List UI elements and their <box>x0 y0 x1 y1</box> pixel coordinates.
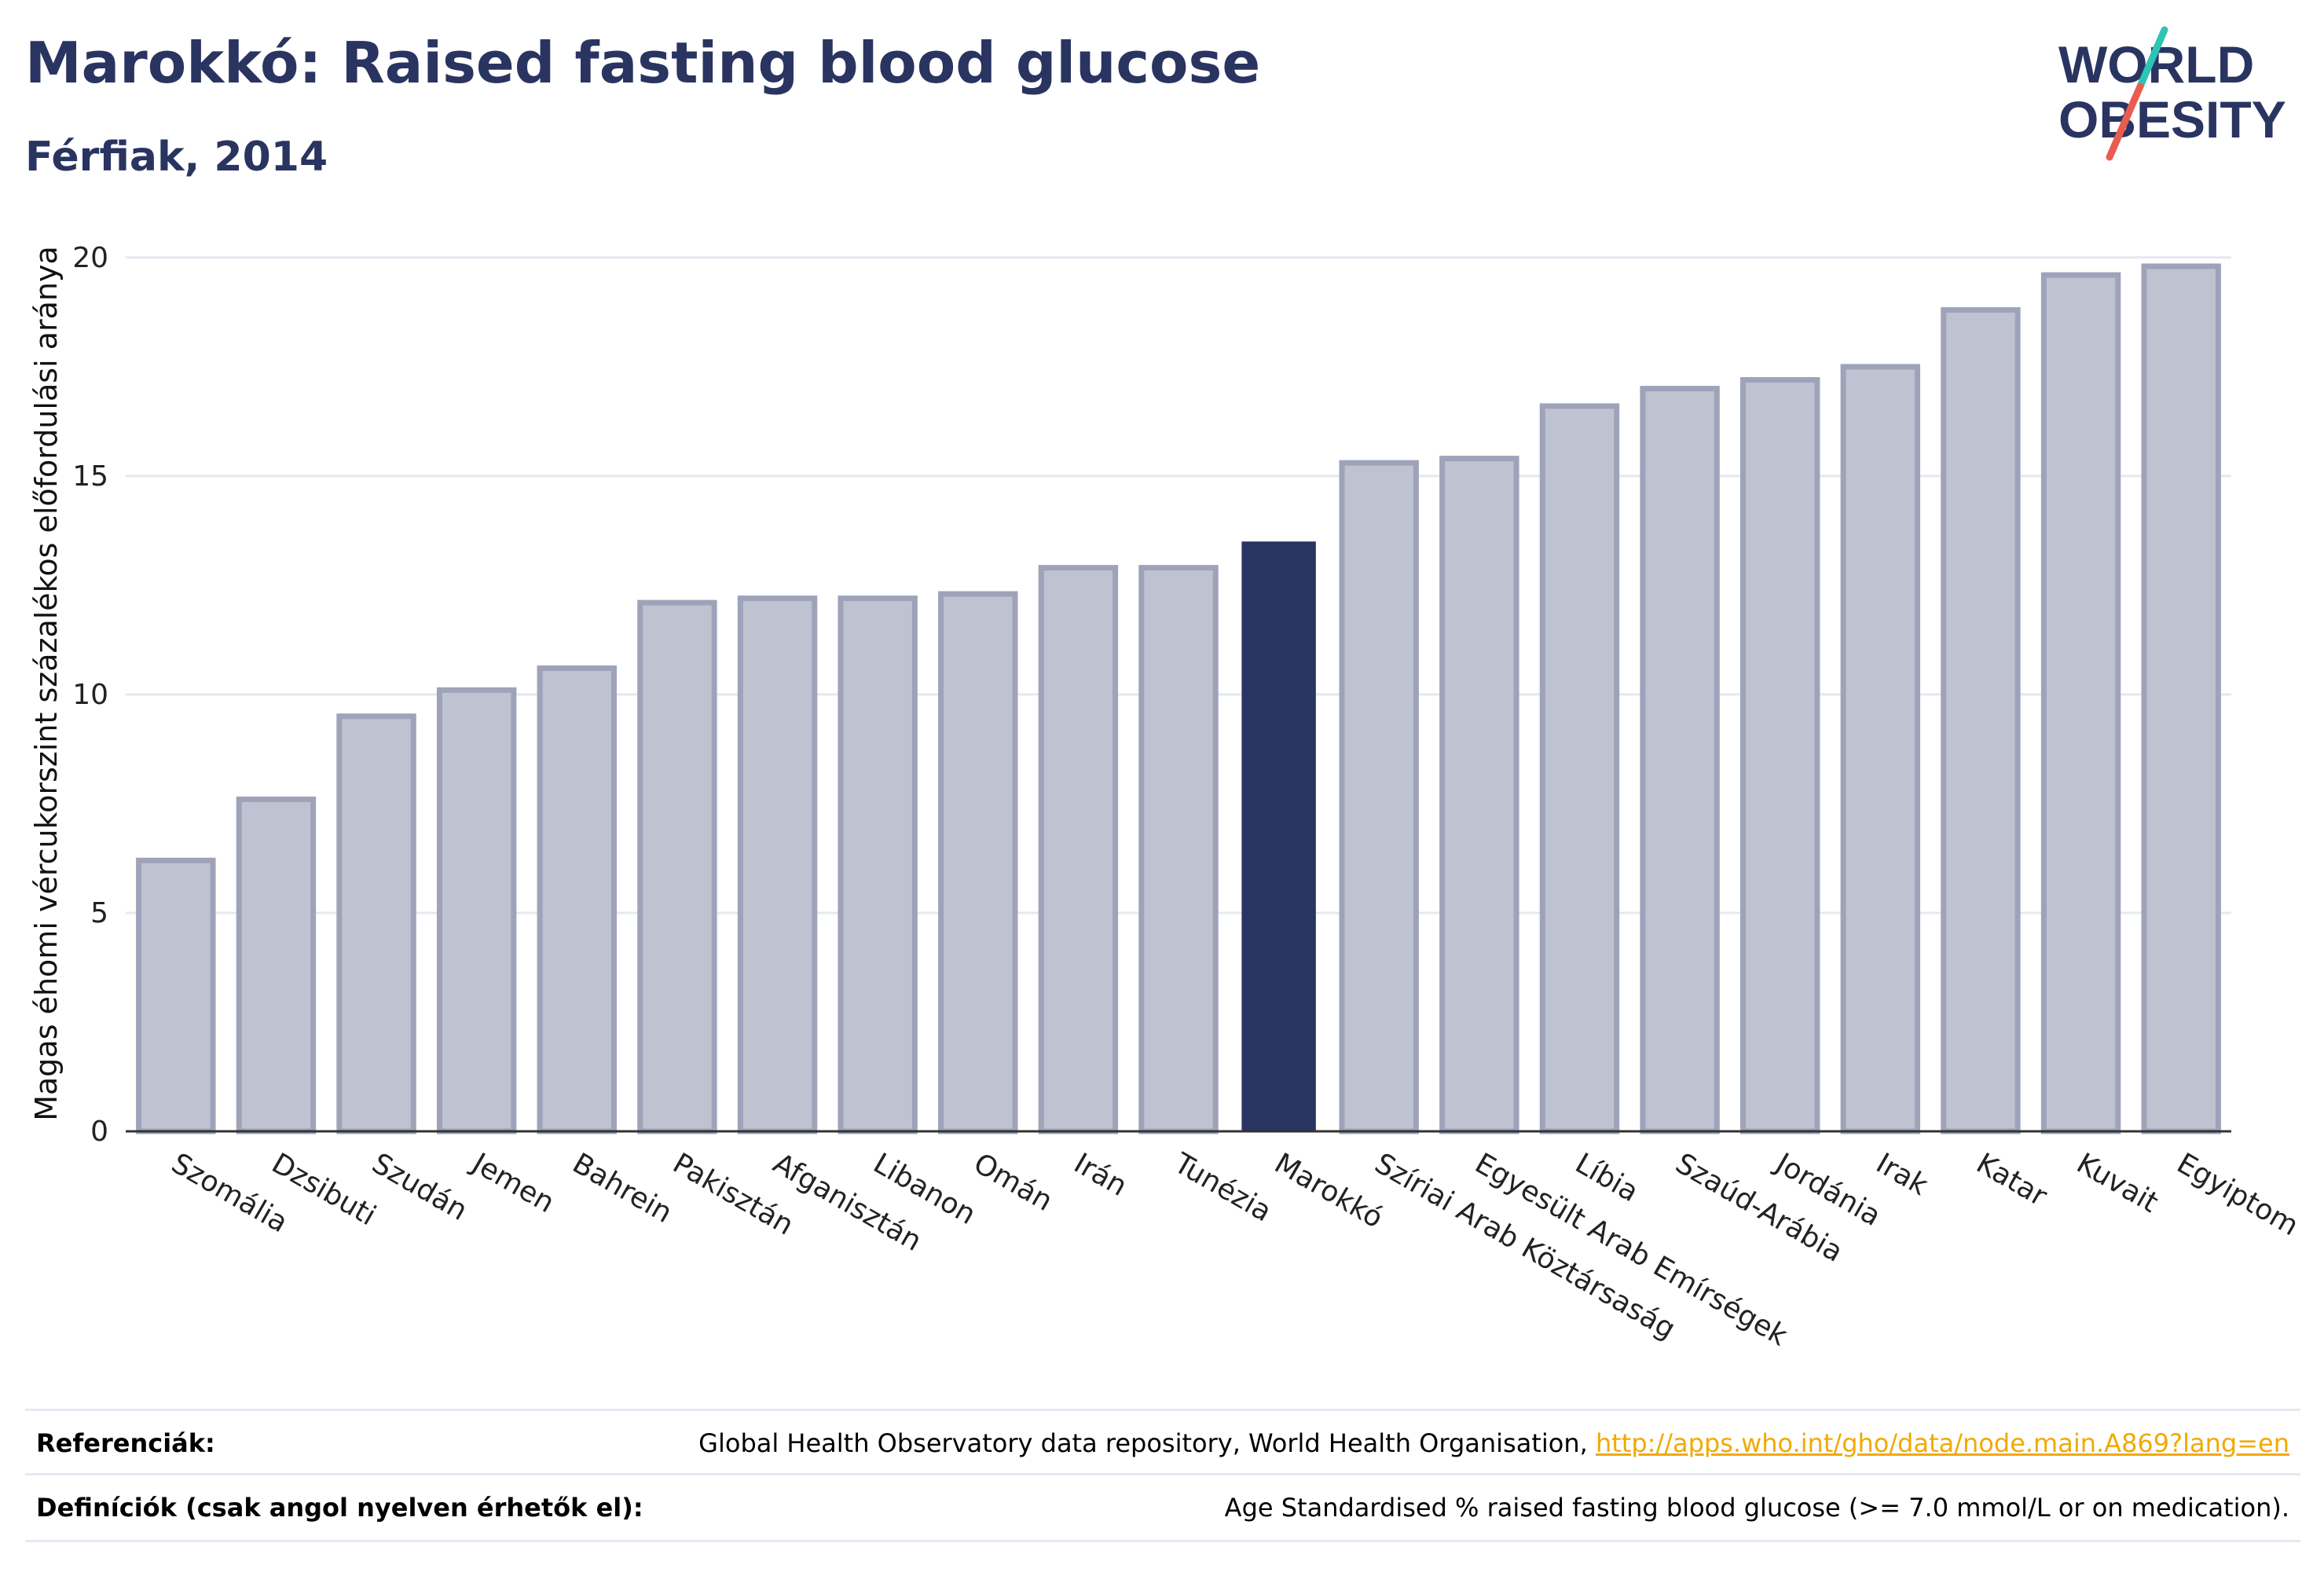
logo-line2: OBESITY <box>2058 90 2286 148</box>
x-tick-label: Szudán <box>367 1147 473 1227</box>
footer-references-row: Referenciák: Global Health Observatory d… <box>25 1409 2300 1475</box>
bar <box>1339 460 1419 1134</box>
logo-slash-teal <box>2136 26 2168 90</box>
bar <box>1640 386 1720 1134</box>
bar <box>737 596 818 1134</box>
x-tick-label: Líbia <box>1570 1147 1644 1208</box>
x-tick-label: Tunézia <box>1168 1147 1277 1229</box>
bar <box>1038 565 1119 1134</box>
y-tick-label: 15 <box>72 460 108 493</box>
chart-subtitle: Férfiak, 2014 <box>25 134 328 181</box>
bar <box>436 687 517 1134</box>
bar <box>236 796 317 1134</box>
bar <box>1241 541 1316 1131</box>
logo-slash-red <box>2106 82 2144 161</box>
bar <box>537 665 618 1134</box>
world-obesity-logo: WORLD OBESITY <box>2058 26 2286 161</box>
references-label: Referenciák: <box>36 1428 215 1458</box>
x-tick-label: Irán <box>1069 1147 1132 1203</box>
x-tick-label: Katar <box>1970 1147 2052 1213</box>
x-tick-label: Egyiptom <box>2172 1147 2304 1242</box>
bar <box>1941 307 2021 1134</box>
y-tick-labels: 0 5 10 15 20 <box>72 242 108 1148</box>
references-text: Global Health Observatory data repositor… <box>698 1428 1588 1458</box>
y-axis-title: Magas éhomi vércukorszint százalékos elő… <box>29 246 64 1121</box>
bar <box>637 599 717 1134</box>
references-link[interactable]: http://apps.who.int/gho/data/node.main.A… <box>1595 1428 2289 1458</box>
bar <box>336 713 416 1134</box>
bar <box>1840 364 1921 1134</box>
bar <box>136 857 216 1134</box>
chart-title: Marokkó: Raised fasting blood glucose <box>25 30 1261 96</box>
bar <box>2040 272 2121 1134</box>
x-tick-label: Bahrein <box>567 1147 677 1230</box>
x-tick-label: Szaúd-Arábia <box>1670 1147 1849 1269</box>
x-tick-label: Jemen <box>465 1146 559 1219</box>
x-tick-label: Omán <box>968 1147 1058 1218</box>
bar <box>838 596 918 1134</box>
bar <box>1739 377 1820 1134</box>
bars <box>136 263 2221 1134</box>
y-tick-label: 5 <box>90 897 108 929</box>
bar <box>938 591 1018 1134</box>
bar <box>2141 263 2221 1134</box>
definitions-text: Age Standardised % raised fasting blood … <box>1224 1493 2289 1523</box>
x-tick-label: Kuvait <box>2071 1147 2164 1219</box>
definitions-label: Definíciók (csak angol nyelven érhetők e… <box>36 1493 643 1523</box>
references-value: Global Health Observatory data repositor… <box>698 1428 2300 1458</box>
y-tick-label: 10 <box>72 679 108 711</box>
x-tick-label: Marokkó <box>1269 1147 1388 1234</box>
y-tick-label: 20 <box>72 242 108 274</box>
x-tick-label: Irak <box>1871 1147 1934 1202</box>
y-tick-label: 0 <box>90 1116 108 1148</box>
bar <box>1439 456 1519 1134</box>
footer-definitions-row: Definíciók (csak angol nyelven érhetők e… <box>25 1473 2300 1542</box>
bar <box>1539 403 1620 1134</box>
bar <box>1138 565 1219 1134</box>
